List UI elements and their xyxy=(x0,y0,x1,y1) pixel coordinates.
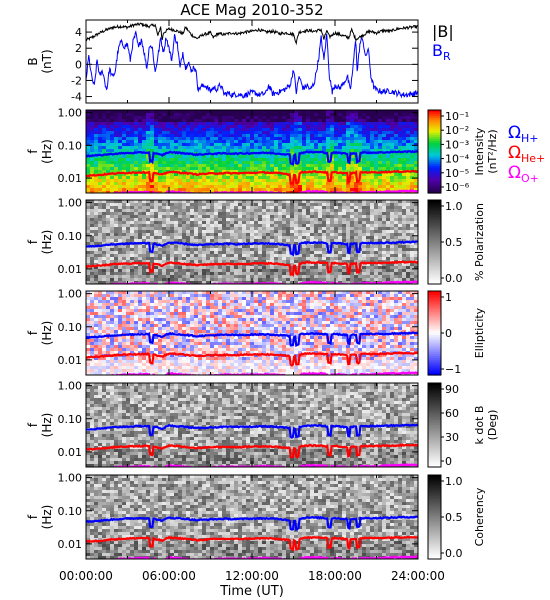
y-tick-label: 1.00 xyxy=(58,197,83,210)
colorbar-label: Coherency xyxy=(473,487,486,546)
gyrofreq-line-hplus xyxy=(86,240,418,257)
colorbar-tick-label: 1 xyxy=(445,291,452,304)
y-tick-label: 0.01 xyxy=(58,172,83,185)
colorbar: 1.0 0.5 0.0 % Polarization xyxy=(427,199,486,285)
y-tick-label: 1.00 xyxy=(58,472,83,485)
colorbar-tick-label: 10⁻³ xyxy=(445,138,469,151)
colorbar-tick-label: −1 xyxy=(445,363,461,376)
panel-kdotb: 1.00 0.10 0.01 f (Hz) 90 60 30 0 k dot B (Deg) xyxy=(26,380,499,468)
chart-title: ACE Mag 2010-352 xyxy=(180,1,323,19)
y-tick-label: 4 xyxy=(75,26,82,39)
colorbar-tick-label: 0.0 xyxy=(445,547,463,560)
colorbar-tick-label: 0.0 xyxy=(445,272,463,285)
gyrofreq-line-heplus xyxy=(86,169,418,186)
colorbar-tick-label: 10⁻⁵ xyxy=(445,167,469,180)
colorbar-tick-label: 10⁻² xyxy=(445,124,469,137)
y-tick-label: 0.01 xyxy=(58,354,83,367)
panel-bfield: 4 2 0 -2 -4 B (nT) |B|BR xyxy=(26,19,454,104)
colorbar-tick-label: 10⁻⁶ xyxy=(445,181,470,194)
x-tick-label: 18:00:00 xyxy=(308,569,362,583)
panel-polarization: 1.00 0.10 0.01 f (Hz) 1.0 0.5 0.0 % Polarization xyxy=(26,197,486,285)
y-tick-label: 1.00 xyxy=(58,380,83,393)
legend-b-radial: BR xyxy=(432,41,451,63)
legend-gyrofreq-oplus: ΩO+ xyxy=(508,163,539,185)
y-tick-label: -4 xyxy=(71,91,82,104)
colorbar-tick-label: 1.0 xyxy=(445,200,463,213)
y-tick-label: 0.10 xyxy=(58,321,83,334)
colorbar-label: k dot B xyxy=(473,406,486,445)
gyrofreq-line-heplus xyxy=(86,351,418,367)
panel-coherency: 1.00 0.10 0.01 f (Hz) 1.0 0.5 0.0 Coherency xyxy=(26,472,486,560)
heatmap-cells xyxy=(86,110,418,193)
colorbar-tick-label: 0.5 xyxy=(445,236,463,249)
y-axis-label: f xyxy=(26,330,40,335)
y-axis-label: B xyxy=(26,57,40,65)
x-tick-label: 24:00:00 xyxy=(391,569,445,583)
legend-gyrofreq-hplus: ΩH+ xyxy=(508,123,539,145)
x-axis-label: Time (UT) xyxy=(219,584,284,599)
y-axis-label: (Hz) xyxy=(40,230,54,255)
gyrofreq-line-hplus xyxy=(86,149,418,166)
y-tick-label: 0.01 xyxy=(58,446,83,459)
gyrofreq-line-heplus xyxy=(86,443,418,459)
y-tick-label: 0.01 xyxy=(58,538,83,551)
colorbar-tick-label: 60 xyxy=(445,407,459,420)
y-axis-label: f xyxy=(26,149,40,154)
gyrofreq-line-hplus xyxy=(86,515,418,532)
colorbar-tick-label: 0.5 xyxy=(445,511,463,524)
colorbar: 1 0 −1 Ellipticity xyxy=(427,290,486,376)
y-axis-label: (nT) xyxy=(40,49,54,73)
y-tick-label: 0.10 xyxy=(58,505,83,518)
colorbar-tick-label: 90 xyxy=(445,383,459,396)
gyrofreq-line-hplus xyxy=(86,423,418,439)
colorbar-tick-label: 0 xyxy=(445,327,452,340)
gyrofreq-line-hplus xyxy=(86,331,418,347)
y-axis-label: f xyxy=(26,422,40,427)
colorbar-label: (nT²/Hz) xyxy=(486,129,499,173)
series-line-b-radial xyxy=(86,30,418,99)
x-tick-labels: 00:00:00 06:00:00 12:00:00 18:00:00 24:00:00 xyxy=(59,569,445,583)
colorbar-tick-label: 30 xyxy=(445,431,459,444)
colorbar-tick-label: 10⁻¹ xyxy=(445,110,469,123)
colorbar-tick-label: 1.0 xyxy=(445,475,463,488)
panels-layer: 420-2-4B (nT)|B|BR1.000.100.01f (Hz)10⁻¹10… xyxy=(26,19,545,560)
colorbar: 1.0 0.5 0.0 Coherency xyxy=(427,474,486,560)
y-tick-label: 0 xyxy=(75,58,82,71)
colorbar-label: (Deg) xyxy=(486,410,499,441)
colorbar: 90 60 30 0 k dot B (Deg) xyxy=(427,382,499,468)
y-axis-label: (Hz) xyxy=(40,413,54,438)
colorbar-tick-label: 10⁻⁴ xyxy=(445,153,470,166)
legend-gyrofreq-heplus: ΩHe+ xyxy=(508,143,545,165)
colorbar-frame xyxy=(427,109,442,194)
panel-ellipticity: 1.00 0.10 0.01 f (Hz) 1 0 −1 Ellipticity xyxy=(26,288,486,376)
y-axis-label: f xyxy=(26,239,40,244)
colorbar-frame xyxy=(427,382,442,468)
y-tick-label: 1.00 xyxy=(58,107,83,120)
gyrofreq-line-heplus xyxy=(86,535,418,552)
y-tick-label: 1.00 xyxy=(58,288,83,301)
panel-intensity: 1.00 0.10 0.01 f (Hz) 10⁻¹10⁻²10⁻³ 10⁻⁴10⁻⁵10⁻… xyxy=(26,107,545,194)
y-tick-label: 2 xyxy=(75,42,82,55)
colorbar-label: Ellipticity xyxy=(473,307,486,358)
x-tick-label: 12:00:00 xyxy=(225,569,279,583)
y-tick-label: 0.01 xyxy=(58,263,83,276)
legend-b-magnitude: |B| xyxy=(432,22,454,41)
x-tick-label: 06:00:00 xyxy=(142,569,196,583)
y-axis-label: f xyxy=(26,514,40,519)
y-tick-label: -2 xyxy=(71,74,82,87)
gyrofreq-line-heplus xyxy=(86,260,418,277)
y-tick-label: 0.10 xyxy=(58,230,83,243)
y-axis-label: (Hz) xyxy=(40,139,54,164)
y-tick-label: 0.10 xyxy=(58,139,83,152)
x-tick-label: 00:00:00 xyxy=(59,569,113,583)
series-line-b-magnitude xyxy=(86,22,418,46)
colorbar-tick-label: 0 xyxy=(445,455,452,468)
colorbar-label: Intensity xyxy=(473,127,486,175)
y-tick-label: 0.10 xyxy=(58,413,83,426)
colorbar-label: % Polarization xyxy=(473,203,486,281)
y-axis-label: (Hz) xyxy=(40,321,54,346)
y-axis-label: (Hz) xyxy=(40,505,54,530)
